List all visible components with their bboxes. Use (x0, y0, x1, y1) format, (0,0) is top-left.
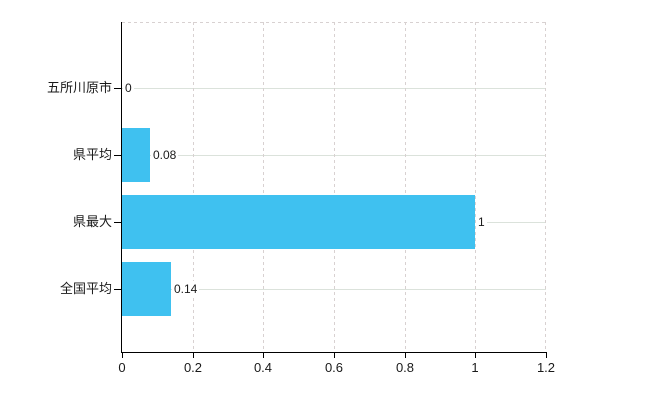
y-tick-mark (114, 88, 121, 89)
category-label-県最大: 県最大 (72, 214, 112, 229)
category-label-五所川原市: 五所川原市 (46, 80, 112, 95)
x-tick-mark (475, 353, 476, 358)
plot-area: 0 0.08 1 0.14 (122, 22, 546, 353)
x-tick-mark (405, 353, 406, 358)
y-tick-mark (114, 155, 121, 156)
x-tick-mark (193, 353, 194, 358)
x-tick-label: 0.6 (324, 360, 344, 375)
x-tick-label: 1.2 (536, 360, 556, 375)
x-tick-label: 0.8 (395, 360, 415, 375)
y-axis-line (121, 22, 122, 353)
x-tick-label: 1 (471, 360, 479, 375)
category-label-県平均: 県平均 (72, 147, 112, 162)
bar-県平均 (122, 128, 150, 182)
x-tick-mark (122, 353, 123, 358)
x-tick-mark (546, 353, 547, 358)
bar-全国平均 (122, 262, 171, 316)
vertical-gridline (545, 22, 546, 353)
value-label: 0.08 (151, 147, 179, 163)
x-tick-mark (334, 353, 335, 358)
value-label: 1 (476, 214, 487, 230)
vertical-gridline (193, 22, 194, 353)
x-axis-line (121, 352, 547, 353)
vertical-gridline (334, 22, 335, 353)
x-tick-label: 0 (118, 360, 126, 375)
value-label: 0 (123, 80, 134, 96)
category-label-全国平均: 全国平均 (59, 281, 112, 296)
x-tick-label: 0.4 (253, 360, 273, 375)
plot-top-border (122, 22, 546, 23)
vertical-gridline (475, 22, 476, 353)
y-tick-mark (114, 222, 121, 223)
y-tick-mark (114, 289, 121, 290)
vertical-gridline (405, 22, 406, 353)
x-tick-label: 0.2 (183, 360, 203, 375)
value-label: 0.14 (172, 281, 200, 297)
bar-県最大 (122, 195, 475, 249)
vertical-gridline (263, 22, 264, 353)
x-tick-mark (263, 353, 264, 358)
